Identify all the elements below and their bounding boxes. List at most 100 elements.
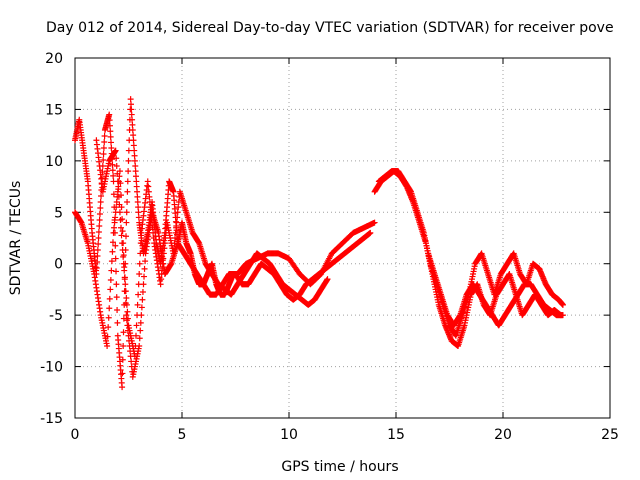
data-point: [107, 133, 114, 140]
data-point: [123, 209, 130, 216]
data-point: [124, 178, 131, 185]
data-point: [118, 224, 125, 231]
data-points: [72, 96, 566, 391]
data-point: [135, 214, 142, 221]
data-point: [138, 304, 145, 311]
data-point: [100, 145, 107, 151]
data-point: [175, 204, 182, 211]
x-tick-label: 5: [178, 427, 187, 443]
data-point: [120, 253, 127, 260]
data-point: [101, 139, 108, 145]
data-point: [119, 228, 126, 235]
data-point: [147, 204, 154, 211]
grid: [75, 58, 610, 418]
x-tick-label: 15: [387, 427, 405, 443]
x-tick-label: 0: [71, 427, 80, 443]
data-point: [133, 178, 140, 185]
data-point: [123, 219, 130, 226]
data-point: [120, 343, 127, 349]
data-point: [559, 312, 566, 319]
series-track-b: [72, 168, 374, 380]
data-point: [119, 370, 126, 377]
data-point: [132, 343, 139, 349]
data-point: [109, 248, 116, 255]
data-point: [170, 245, 177, 252]
data-point: [119, 247, 126, 253]
data-point: [106, 295, 113, 302]
y-tick-label: 0: [54, 257, 63, 273]
data-point: [130, 132, 137, 139]
data-point: [109, 167, 116, 174]
data-point: [116, 201, 123, 208]
data-point: [114, 307, 121, 313]
data-point: [94, 259, 101, 265]
data-point: [111, 219, 118, 226]
data-point: [157, 281, 164, 288]
data-point: [161, 240, 168, 247]
data-point: [97, 199, 104, 205]
data-point: [158, 276, 165, 283]
data-point: [113, 163, 120, 169]
axis-ticks: 0 5 10 15 20 25 -15 -10 -5 0 5 10 15 20: [40, 51, 619, 443]
data-point: [123, 312, 130, 319]
data-point: [134, 199, 141, 205]
data-point: [135, 204, 142, 211]
data-point: [112, 214, 119, 221]
data-point: [131, 147, 138, 154]
data-point: [120, 260, 127, 267]
data-point: [134, 193, 141, 200]
data-point: [121, 267, 128, 274]
data-point: [121, 274, 128, 281]
data-point: [104, 343, 111, 349]
data-point: [100, 157, 107, 163]
data-point: [134, 301, 141, 308]
data-point: [127, 96, 134, 103]
data-point: [142, 258, 149, 265]
data-point: [95, 235, 102, 241]
data-point: [114, 170, 121, 177]
data-point: [128, 111, 135, 118]
data-point: [137, 327, 144, 334]
data-point: [114, 178, 121, 185]
data-point: [137, 319, 144, 326]
data-point: [124, 188, 131, 195]
data-point: [122, 281, 129, 288]
data-point: [148, 214, 155, 221]
data-point: [160, 250, 167, 257]
data-point: [123, 233, 130, 240]
series-track-d: [371, 168, 564, 349]
data-point: [107, 277, 114, 283]
data-point: [117, 217, 124, 223]
data-point: [124, 199, 131, 205]
data-point: [172, 235, 179, 241]
data-point: [111, 224, 118, 231]
data-point: [109, 239, 116, 246]
data-point: [108, 258, 115, 265]
data-point: [135, 291, 142, 298]
data-point: [96, 217, 103, 223]
data-point: [108, 145, 115, 151]
data-point: [324, 276, 331, 283]
data-point: [128, 106, 135, 113]
data-point: [149, 224, 156, 231]
data-point: [137, 240, 144, 247]
data-point: [160, 255, 167, 262]
data-point: [101, 133, 108, 139]
y-tick-label: -15: [40, 411, 63, 427]
data-point: [130, 142, 137, 149]
data-point: [139, 289, 146, 295]
data-point: [105, 314, 112, 321]
data-point: [97, 205, 104, 211]
data-point: [171, 240, 178, 247]
data-point: [112, 255, 119, 262]
data-point: [113, 155, 120, 162]
data-point: [134, 312, 141, 319]
data-point: [119, 356, 126, 363]
data-point: [147, 209, 154, 216]
data-point: [559, 301, 566, 308]
y-tick-label: -5: [49, 308, 63, 324]
data-point: [135, 209, 142, 216]
data-point: [115, 186, 122, 193]
data-point: [98, 193, 105, 199]
